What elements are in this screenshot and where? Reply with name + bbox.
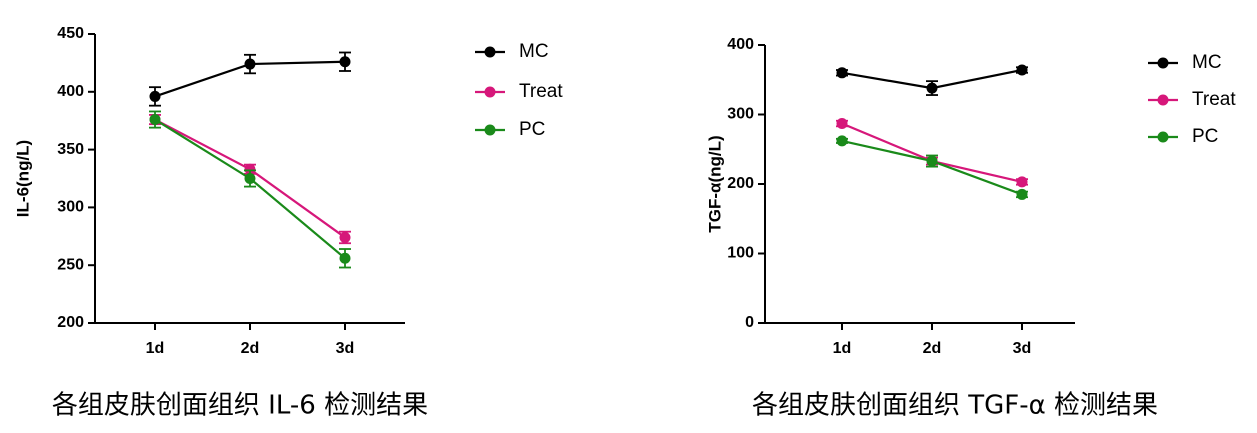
point [149, 90, 161, 102]
point [1016, 176, 1028, 188]
point [149, 114, 161, 126]
point [339, 56, 351, 68]
caption: 各组皮肤创面组织 TGF-α 检测结果 [752, 391, 1158, 421]
series-line [841, 122, 1023, 183]
y-tick-label: 0 [745, 314, 754, 331]
x-tick-label: 3d [1013, 340, 1032, 357]
point [836, 135, 848, 147]
x-tick-label: 1d [833, 340, 852, 357]
point [836, 118, 848, 130]
y-tick-label: 400 [57, 83, 84, 100]
legend-label: Treat [519, 81, 563, 102]
series-line [154, 118, 346, 260]
x-tick-label: 2d [923, 340, 942, 357]
x-tick-label: 2d [241, 340, 260, 357]
x-tick-label: 3d [336, 340, 355, 357]
point [926, 82, 938, 94]
legend-label: PC [519, 119, 545, 140]
point [244, 163, 256, 175]
y-tick-label: 450 [57, 25, 84, 42]
point [244, 58, 256, 70]
point [339, 252, 351, 264]
caption: 各组皮肤创面组织 IL-6 检测结果 [52, 391, 428, 421]
legend-marker [1157, 94, 1169, 106]
x-tick-label: 1d [146, 340, 165, 357]
y-tick-label: 200 [727, 175, 754, 192]
point [1016, 188, 1028, 200]
legend-marker [484, 46, 496, 58]
y-axis-label: TGF-α(ng/L) [705, 135, 724, 232]
legend-label: Treat [1192, 89, 1236, 110]
legend-marker [1157, 131, 1169, 143]
point [339, 231, 351, 243]
point [836, 67, 848, 79]
point [244, 173, 256, 184]
legend-marker [484, 86, 496, 98]
y-tick-label: 300 [57, 199, 84, 216]
series-line [841, 139, 1023, 196]
y-tick-label: 400 [727, 36, 754, 53]
y-tick-label: 200 [57, 314, 84, 331]
legend-marker [484, 124, 496, 136]
y-tick-label: 250 [57, 256, 84, 273]
legend-marker [1157, 57, 1169, 69]
point [1016, 64, 1028, 76]
y-axis-label: IL-6(ng/L) [13, 140, 32, 217]
legend-label: MC [1192, 52, 1222, 73]
y-tick-label: 350 [57, 141, 84, 158]
point [926, 155, 938, 167]
legend-label: MC [519, 41, 549, 62]
legend-label: PC [1192, 126, 1218, 147]
y-tick-label: 100 [727, 245, 754, 262]
y-tick-label: 300 [727, 106, 754, 123]
